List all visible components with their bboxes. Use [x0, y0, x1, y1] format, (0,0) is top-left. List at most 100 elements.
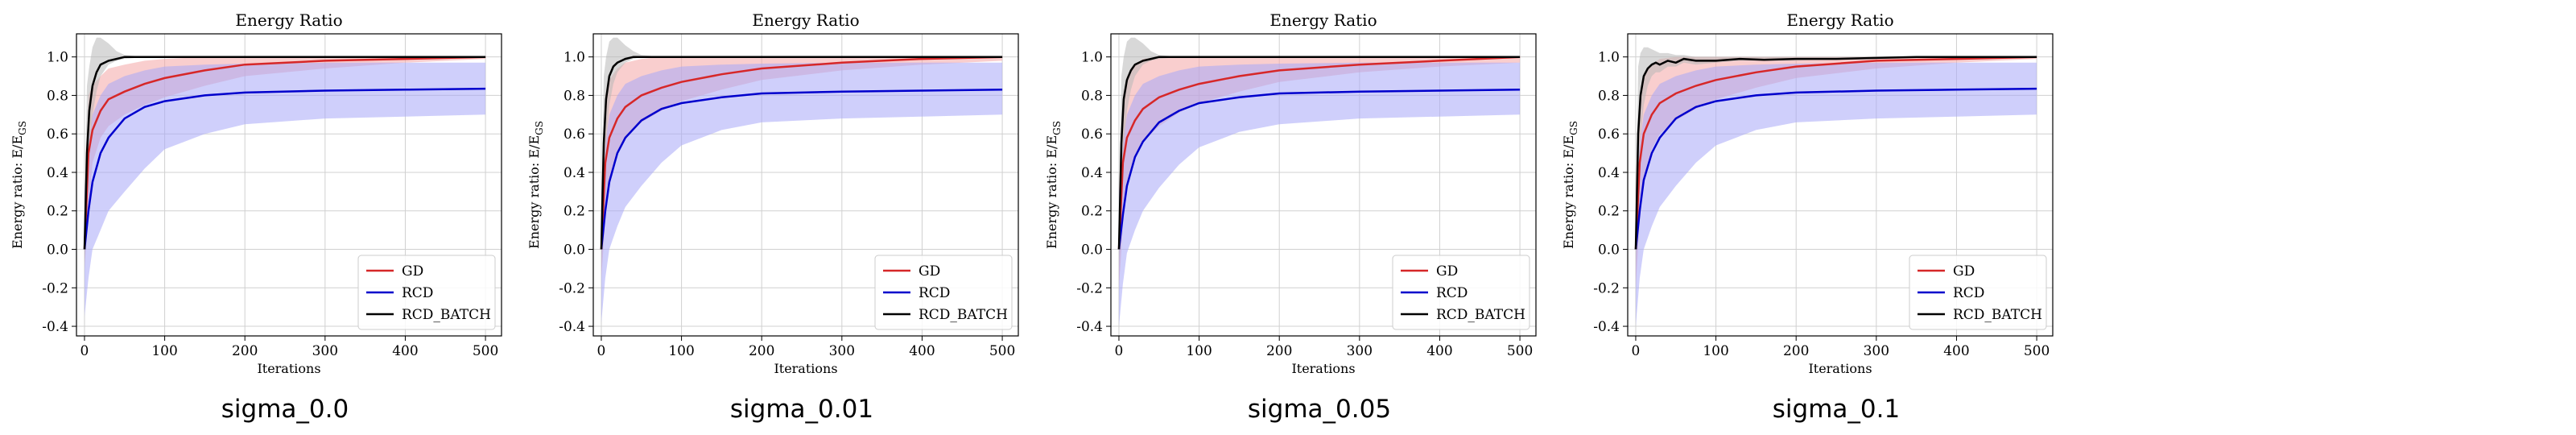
- x-tick-label: 200: [749, 343, 774, 359]
- x-tick-label: 100: [1703, 343, 1728, 359]
- series-line-rcd: [600, 89, 1003, 250]
- y-tick-label: 1.0: [1081, 50, 1103, 66]
- y-tick-label: 1.0: [47, 50, 68, 66]
- plot-area: [1117, 37, 1521, 327]
- x-axis-label: Iterations: [1291, 361, 1355, 376]
- x-tick-label: 0: [80, 343, 89, 359]
- y-tick-label: 0.6: [1598, 126, 1620, 143]
- panel-caption: sigma_0.1: [1773, 395, 1900, 424]
- x-tick-label: 400: [1943, 343, 1969, 359]
- y-tick-label: -0.4: [559, 319, 585, 335]
- legend-entry: GD: [1953, 263, 1975, 280]
- y-axis-label: Energy ratio: E/EGS: [1561, 121, 1579, 249]
- panel-caption: sigma_0.05: [1248, 395, 1391, 424]
- y-axis-label-sub: GS: [1568, 121, 1579, 135]
- legend: GD RCD RCD_BATCH: [1392, 255, 1530, 330]
- axes-frame: [592, 33, 1019, 337]
- chart-title: Energy Ratio: [752, 10, 859, 30]
- x-tick-label: 500: [473, 343, 498, 359]
- chart-title: Energy Ratio: [1786, 10, 1893, 30]
- y-axis-label-main: Energy ratio: E/E: [526, 135, 542, 249]
- legend-entry: RCD_BATCH: [919, 307, 1008, 323]
- chart-panel-1: Energy Ratio 0 100 200 300 400 500 -0.4 -0.2 0.0 0…: [526, 10, 1019, 424]
- legend-entry: RCD_BATCH: [402, 307, 491, 323]
- legend-entry: GD: [402, 263, 423, 280]
- chart-panel-3: Energy Ratio 0 100 200 300 400 500 -0.4 -0.2 0.0 0…: [1561, 10, 2054, 424]
- series-line-rcd: [1117, 89, 1521, 250]
- x-tick-label: 100: [151, 343, 177, 359]
- axes-frame: [76, 33, 502, 337]
- legend-entry: RCD: [919, 285, 950, 301]
- series-line-rcd-batch: [600, 56, 1003, 250]
- legend-entry: RCD_BATCH: [1436, 307, 1525, 323]
- chart-panel-0: Energy Ratio 0 100 200 300 400 500 -0.4 -0.2 0.0 0…: [10, 10, 502, 424]
- y-tick-label: -0.4: [1593, 319, 1620, 335]
- x-tick-label: 200: [1783, 343, 1809, 359]
- legend-entry: RCD: [402, 285, 433, 301]
- y-axis-label-main: Energy ratio: E/E: [1044, 135, 1059, 249]
- y-tick-label: 0.2: [47, 204, 68, 220]
- y-axis-label-main: Energy ratio: E/E: [10, 135, 25, 249]
- series-line-rcd: [1634, 87, 2037, 250]
- x-axis-label: Iterations: [1808, 361, 1872, 376]
- legend-entry: RCD_BATCH: [1953, 307, 2042, 323]
- y-tick-label: -0.2: [559, 280, 585, 296]
- x-tick-label: 100: [668, 343, 694, 359]
- series-line-gd: [83, 56, 486, 250]
- plot-area: [83, 37, 486, 317]
- band-rcd: [1119, 62, 1521, 327]
- y-tick-label: -0.2: [1593, 280, 1620, 296]
- y-tick-label: 0.0: [1081, 242, 1103, 259]
- legend-entry: RCD: [1953, 285, 1984, 301]
- y-tick-label: 0.8: [564, 88, 585, 104]
- x-tick-label: 200: [1266, 343, 1292, 359]
- y-tick-label: 0.6: [1081, 126, 1103, 143]
- legend-box: [874, 255, 1013, 330]
- x-tick-label: 300: [1347, 343, 1373, 359]
- y-tick-label: 0.2: [1598, 204, 1620, 220]
- y-axis-label-sub: GS: [17, 121, 28, 135]
- y-tick-label: 1.0: [1598, 50, 1620, 66]
- band-rcd: [85, 62, 486, 317]
- plot-area: [600, 37, 1003, 323]
- y-tick-label: -0.2: [1076, 280, 1103, 296]
- y-tick-label: 0.8: [1081, 88, 1103, 104]
- x-axis-label: Iterations: [257, 361, 320, 376]
- y-tick-label: 0.0: [1598, 242, 1620, 259]
- x-tick-label: 400: [392, 343, 418, 359]
- x-tick-label: 200: [232, 343, 258, 359]
- x-tick-label: 300: [1864, 343, 1889, 359]
- y-tick-label: 0.4: [564, 165, 585, 181]
- x-tick-label: 300: [829, 343, 855, 359]
- x-tick-label: 500: [989, 343, 1015, 359]
- legend: GD RCD RCD_BATCH: [357, 255, 496, 330]
- x-tick-label: 500: [1507, 343, 1533, 359]
- x-tick-label: 100: [1186, 343, 1212, 359]
- chart-title: Energy Ratio: [235, 10, 342, 30]
- chart-title: Energy Ratio: [1269, 10, 1377, 30]
- legend: GD RCD RCD_BATCH: [1909, 255, 2047, 330]
- y-tick-label: 0.2: [1081, 204, 1103, 220]
- series-line-rcd-batch: [1117, 56, 1521, 250]
- legend-entry: RCD: [1436, 285, 1468, 301]
- y-tick-label: 0.4: [1081, 165, 1103, 181]
- y-axis-label: Energy ratio: E/EGS: [1044, 121, 1063, 249]
- series-line-rcd-batch: [1634, 56, 2037, 250]
- x-tick-label: 400: [909, 343, 935, 359]
- x-tick-label: 400: [1426, 343, 1452, 359]
- y-tick-label: 0.2: [564, 204, 585, 220]
- axes-frame: [1110, 33, 1537, 337]
- series-line-gd: [600, 56, 1003, 250]
- y-tick-label: -0.2: [42, 280, 68, 296]
- y-tick-label: 0.0: [47, 242, 68, 259]
- x-tick-label: 0: [597, 343, 606, 359]
- panel-caption: sigma_0.0: [221, 395, 349, 424]
- legend: GD RCD RCD_BATCH: [874, 255, 1013, 330]
- series-line-rcd-batch: [83, 56, 486, 250]
- legend-box: [1909, 255, 2047, 330]
- legend-box: [1392, 255, 1530, 330]
- y-tick-label: 0.4: [47, 165, 68, 181]
- band-rcd: [1636, 62, 2037, 327]
- y-axis-label: Energy ratio: E/EGS: [526, 121, 545, 249]
